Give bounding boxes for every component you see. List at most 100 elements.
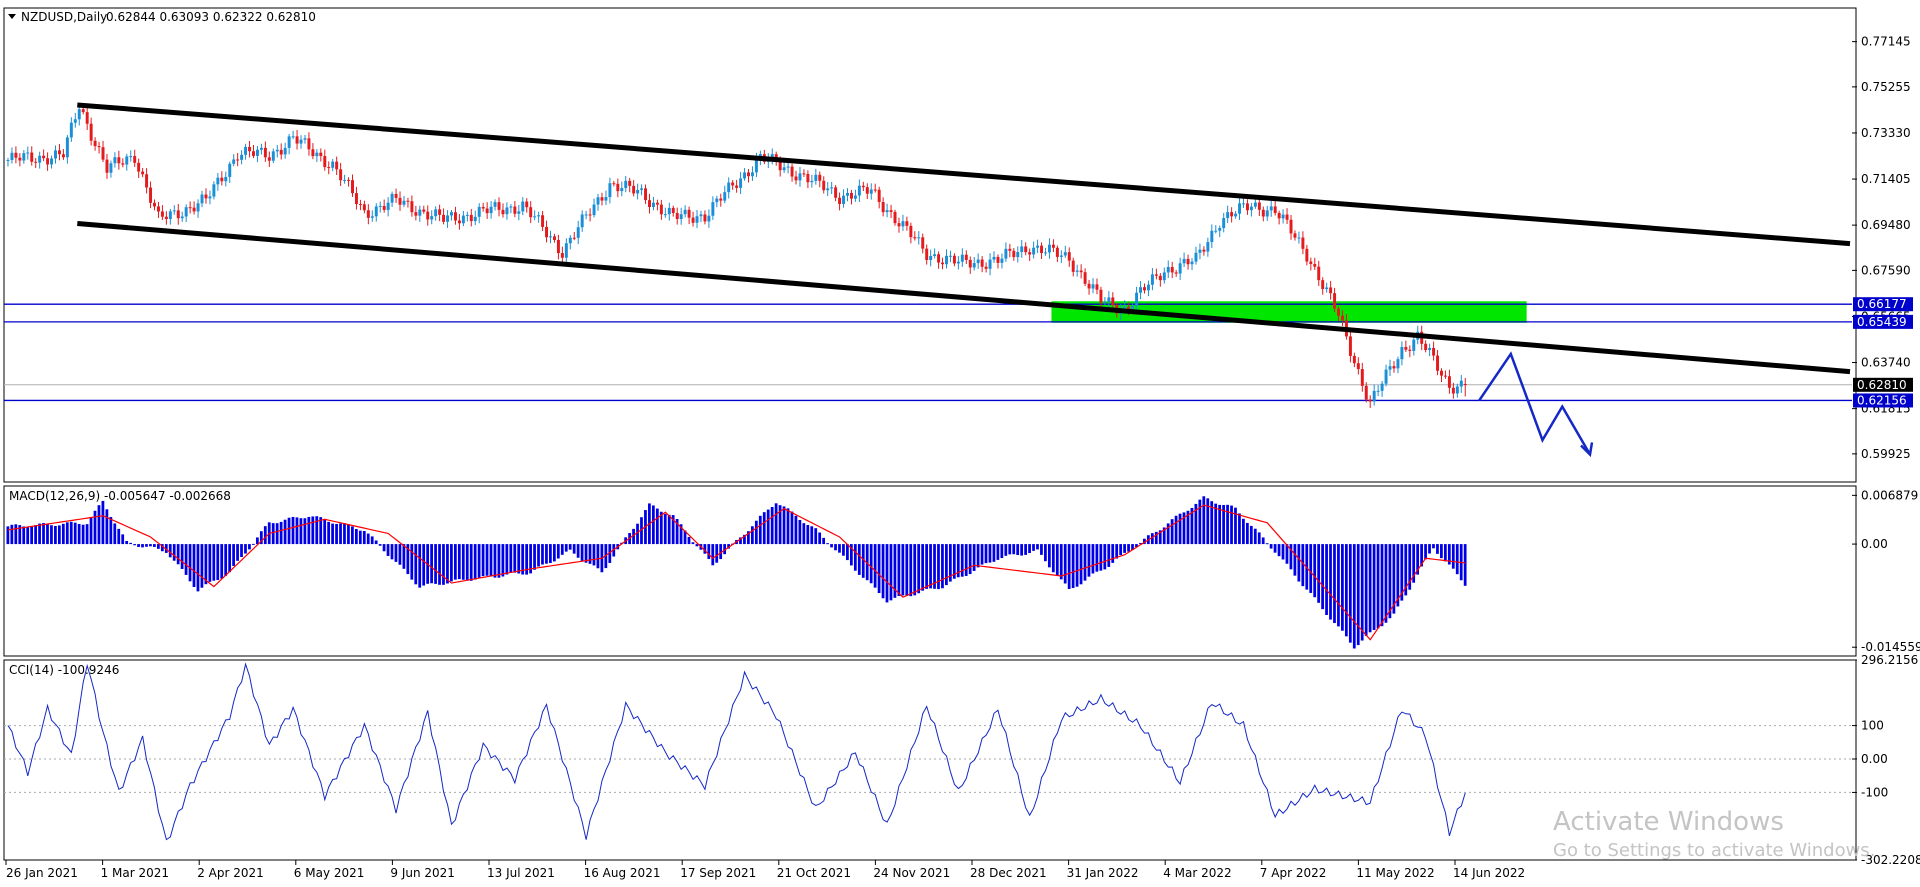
macd-bar [572, 544, 576, 554]
macd-bar [275, 523, 279, 545]
candle [485, 202, 489, 219]
candle-body [798, 173, 802, 181]
candle-body [901, 221, 905, 227]
candle [580, 210, 584, 232]
macd-bar [905, 544, 909, 596]
macd-bar [770, 506, 774, 545]
candle-body [469, 214, 473, 222]
macd-bar [727, 544, 730, 549]
macd-bar [450, 544, 453, 582]
time-tick-label: 14 Jun 2022 [1453, 866, 1525, 880]
time-tick-label: 1 Mar 2021 [101, 866, 169, 880]
candle [885, 203, 889, 218]
candle-body [1388, 366, 1392, 370]
candle-body [608, 183, 612, 198]
candle [295, 129, 299, 150]
macd-bar [917, 544, 921, 594]
candle [1103, 296, 1107, 306]
candle [473, 210, 477, 226]
candle-body [1440, 370, 1443, 376]
candle [1297, 231, 1301, 244]
candle-body [1083, 272, 1087, 284]
candle-body [782, 167, 786, 171]
macd-bar [501, 544, 505, 577]
candle-body [457, 220, 461, 224]
candle-body [1408, 349, 1412, 351]
macd-bar [129, 542, 133, 545]
macd-bar [754, 520, 758, 545]
macd-bar [1004, 544, 1008, 556]
candle [1289, 215, 1293, 240]
macd-bar [61, 523, 65, 545]
macd-bar [1265, 543, 1269, 545]
candle-body [972, 263, 976, 268]
candle [303, 134, 307, 144]
watermark-subtitle: Go to Settings to activate Windows. [1553, 840, 1875, 861]
macd-bar [1166, 523, 1170, 545]
candle-body [1352, 355, 1356, 364]
candle [224, 171, 228, 187]
candle [61, 149, 65, 160]
candle [354, 186, 358, 210]
macd-bar [69, 521, 73, 545]
candle-body [319, 152, 323, 157]
macd-bar [1075, 544, 1079, 587]
macd-bar [576, 544, 580, 558]
candle-body [711, 202, 715, 216]
candle [1194, 246, 1198, 265]
candle [188, 201, 192, 214]
macd-bar [988, 544, 992, 563]
candle [390, 191, 394, 207]
dropdown-triangle-icon[interactable] [8, 14, 16, 19]
candle [869, 183, 873, 200]
candle [1337, 306, 1341, 322]
candle-body [992, 256, 996, 260]
candle [164, 211, 168, 225]
macd-bar [830, 544, 833, 548]
macd-bar [1436, 544, 1439, 554]
candle-body [42, 155, 46, 159]
candle [228, 161, 232, 184]
candle-body [996, 256, 1000, 263]
macd-bar [1412, 544, 1416, 583]
candle [648, 193, 651, 214]
macd-bar [1293, 544, 1297, 576]
macd-bar [1281, 544, 1285, 560]
candle [279, 143, 283, 160]
candle-body [739, 178, 743, 188]
macd-bar [38, 523, 41, 545]
candle-body [121, 163, 125, 165]
macd-bar [228, 544, 232, 573]
candle [675, 207, 679, 225]
candle-body [1150, 274, 1154, 285]
macd-bar [588, 544, 592, 564]
candle [1028, 248, 1032, 261]
forecast-arrow-icon [1580, 442, 1594, 458]
candle-body [196, 203, 200, 212]
macd-bar [869, 544, 873, 584]
candle-body [18, 157, 22, 161]
macd-bar [89, 517, 93, 545]
candle [711, 196, 715, 220]
candle-body [687, 209, 691, 218]
macd-bar [556, 544, 560, 559]
macd-bar [1028, 544, 1031, 554]
candle-body [1226, 212, 1230, 219]
candle [1087, 279, 1091, 295]
candle [968, 256, 972, 274]
candle-body [1447, 376, 1451, 388]
candle-body [1206, 242, 1210, 252]
candle [1301, 231, 1305, 255]
macd-bar [513, 544, 517, 573]
macd-bar [188, 544, 192, 582]
macd-bar [1198, 499, 1202, 545]
candle [358, 199, 362, 211]
candle [465, 211, 469, 222]
macd-bar [889, 544, 893, 601]
candle [1135, 286, 1139, 311]
candle-body [1317, 266, 1321, 281]
macd-bar [707, 544, 711, 559]
candle [873, 183, 877, 193]
macd-bar [1238, 513, 1241, 545]
candle-body [442, 214, 446, 222]
